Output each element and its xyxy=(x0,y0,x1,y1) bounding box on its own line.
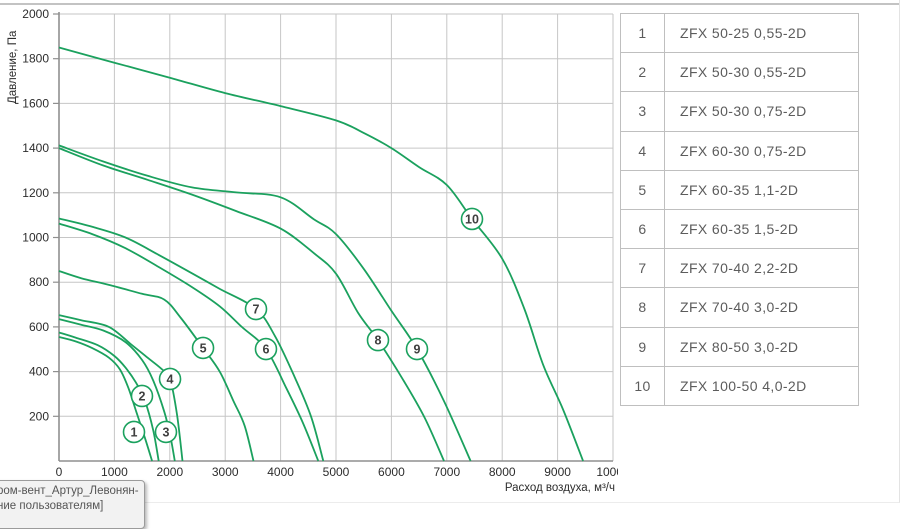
curve-marker-label-3: 3 xyxy=(163,425,170,439)
curve-marker-8 xyxy=(366,328,390,352)
x-tick-label: 7000 xyxy=(433,465,460,479)
x-tick-label: 6000 xyxy=(378,465,405,479)
y-tick-label: 200 xyxy=(29,409,49,423)
filename-tooltip: ром-вент_Артур_Левонян- ние пользователя… xyxy=(0,480,145,529)
table-row: 8 ZFX 70-40 3,0-2D xyxy=(620,287,859,328)
legend-table: 1 ZFX 50-25 0,55-2D 2 ZFX 50-30 0,55-2D 3 ZFX… xyxy=(620,12,859,406)
curve-marker-3 xyxy=(154,420,178,444)
model-name-cell: ZFX 70-40 3,0-2D xyxy=(664,287,859,328)
curve-2 xyxy=(58,331,160,462)
curve-marker-label-7: 7 xyxy=(253,302,260,316)
table-row: 9 ZFX 80-50 3,0-2D xyxy=(620,326,859,367)
x-tick-label: 10000 xyxy=(596,465,618,479)
x-tick-label: 3000 xyxy=(212,465,239,479)
curve-10 xyxy=(58,46,584,462)
y-tick-label: 1400 xyxy=(22,141,49,155)
y-tick-label: 1000 xyxy=(22,231,49,245)
tooltip-line-2: ние пользователям] xyxy=(0,500,104,513)
curve-marker-6 xyxy=(254,337,278,361)
y-tick-label: 400 xyxy=(29,365,49,379)
curve-4 xyxy=(58,314,184,462)
model-name-cell: ZFX 80-50 3,0-2D xyxy=(664,326,859,367)
table-row: 7 ZFX 70-40 2,2-2D xyxy=(620,248,859,289)
legend-table-body: 1 ZFX 50-25 0,55-2D 2 ZFX 50-30 0,55-2D 3 ZFX… xyxy=(620,12,859,406)
curve-marker-label-9: 9 xyxy=(414,342,421,356)
model-name-cell: ZFX 60-35 1,1-2D xyxy=(664,169,859,210)
model-name-cell: ZFX 50-30 0,55-2D xyxy=(664,52,859,93)
y-tick-label: 1600 xyxy=(22,96,49,110)
curve-marker-label-4: 4 xyxy=(167,372,174,386)
curve-7 xyxy=(58,217,325,462)
curve-number-cell: 10 xyxy=(620,365,665,406)
chart-svg: 200 400 600 800 1000 1200 1400 1600 1800 2000 0 100… xyxy=(22,7,618,479)
x-tick-label: 2000 xyxy=(156,465,183,479)
curve-number-cell: 8 xyxy=(620,287,665,328)
tooltip-line-1: ром-вент_Артур_Левонян- xyxy=(0,485,139,497)
curve-marker-4 xyxy=(158,367,182,391)
model-name-cell: ZFX 50-30 0,75-2D xyxy=(664,91,859,132)
x-tick-label: 4000 xyxy=(267,465,294,479)
curve-marker-5 xyxy=(191,336,215,360)
curve-number-cell: 2 xyxy=(620,52,665,93)
fan-performance-chart: 200 400 600 800 1000 1200 1400 1600 1800 2000 0 100… xyxy=(7,7,618,494)
x-tick-label: 5000 xyxy=(323,465,350,479)
table-row: 10 ZFX 100-50 4,0-2D xyxy=(620,365,859,406)
curve-marker-10 xyxy=(460,207,484,231)
curve-number-cell: 5 xyxy=(620,169,665,210)
curve-number-cell: 9 xyxy=(620,326,665,367)
table-row: 4 ZFX 60-30 0,75-2D xyxy=(620,130,859,171)
curve-8 xyxy=(58,147,445,462)
y-tick-label: 800 xyxy=(29,275,49,289)
x-tick-label: 1000 xyxy=(101,465,128,479)
curve-6 xyxy=(58,222,320,462)
model-name-cell: ZFX 60-30 0,75-2D xyxy=(664,130,859,171)
curve-5 xyxy=(58,270,255,462)
curve-marker-label-10: 10 xyxy=(465,212,479,226)
table-row: 1 ZFX 50-25 0,55-2D xyxy=(620,12,859,54)
curve-number-cell: 1 xyxy=(620,12,665,54)
curve-marker-label-5: 5 xyxy=(200,341,207,355)
curve-number-cell: 6 xyxy=(620,208,665,250)
curve-marker-label-6: 6 xyxy=(262,342,269,356)
table-row: 5 ZFX 60-35 1,1-2D xyxy=(620,169,859,210)
y-tick-label: 1800 xyxy=(22,52,49,66)
x-tick-label: 8000 xyxy=(489,465,516,479)
x-tick-label: 9000 xyxy=(544,465,571,479)
y-tick-label: 1200 xyxy=(22,186,49,200)
table-row: 2 ZFX 50-30 0,55-2D xyxy=(620,52,859,93)
curve-marker-label-1: 1 xyxy=(131,425,138,439)
x-axis-title: Расход воздуха, м³/ч xyxy=(504,482,615,494)
curve-number-cell: 3 xyxy=(620,91,665,132)
y-axis-title: Давление, Па xyxy=(7,30,19,104)
curve-marker-9 xyxy=(405,337,429,361)
curve-marker-1 xyxy=(122,420,146,444)
curve-number-cell: 4 xyxy=(620,130,665,171)
curve-marker-2 xyxy=(130,384,154,408)
curve-number-cell: 7 xyxy=(620,248,665,289)
window-top-border xyxy=(0,3,899,5)
table-row: 3 ZFX 50-30 0,75-2D xyxy=(620,91,859,132)
curve-3 xyxy=(58,318,176,462)
curve-marker-label-8: 8 xyxy=(375,333,382,347)
model-name-cell: ZFX 100-50 4,0-2D xyxy=(664,365,859,406)
y-tick-label: 600 xyxy=(29,320,49,334)
model-name-cell: ZFX 70-40 2,2-2D xyxy=(664,248,859,289)
curve-marker-7 xyxy=(244,297,268,321)
x-tick-label: 0 xyxy=(56,465,63,479)
y-tick-label: 2000 xyxy=(22,7,49,21)
curve-marker-label-2: 2 xyxy=(139,389,146,403)
model-name-cell: ZFX 50-25 0,55-2D xyxy=(664,12,859,54)
table-row: 6 ZFX 60-35 1,5-2D xyxy=(620,208,859,250)
model-name-cell: ZFX 60-35 1,5-2D xyxy=(664,208,859,250)
